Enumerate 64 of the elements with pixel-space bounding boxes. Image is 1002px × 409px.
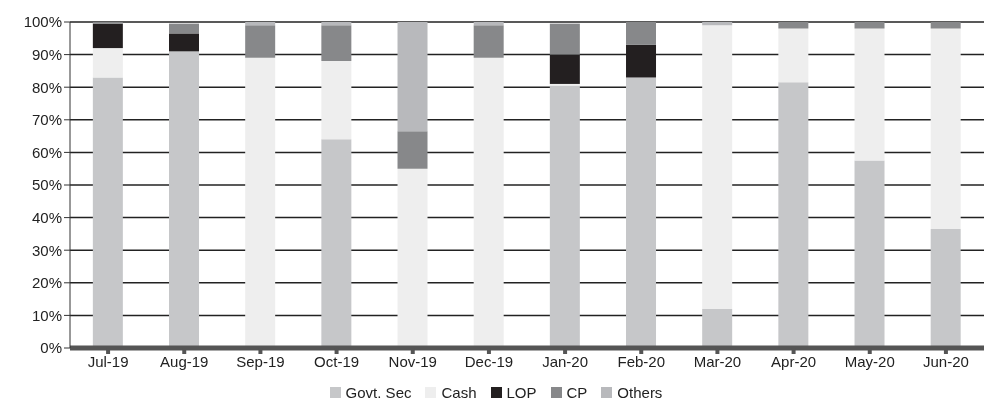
bar — [321, 61, 352, 140]
y-tick-label: 80% — [31, 78, 62, 96]
bar — [702, 25, 733, 309]
x-tick-label: Oct-19 — [314, 352, 360, 370]
bar — [930, 28, 961, 230]
bar — [245, 25, 276, 58]
bar — [778, 22, 809, 29]
bar — [702, 22, 733, 26]
x-tick-label: May-20 — [844, 352, 895, 370]
bar — [473, 57, 504, 348]
y-tick-label: 40% — [31, 208, 62, 226]
bar — [778, 28, 809, 83]
x-tick-label: Jun-20 — [922, 352, 969, 370]
y-tick-label: 10% — [31, 306, 62, 324]
bar — [245, 22, 276, 26]
bar — [549, 54, 580, 84]
x-tick-label: Jul-19 — [87, 352, 129, 370]
legend-label: Cash — [441, 384, 477, 401]
y-tick-label: 0% — [40, 339, 62, 357]
bar — [930, 22, 961, 29]
bar — [930, 229, 961, 348]
legend-label: Others — [617, 384, 663, 401]
x-tick-label: Jan-20 — [542, 352, 589, 370]
y-tick-label: 20% — [31, 274, 62, 292]
bar — [473, 22, 504, 26]
x-tick-label: Feb-20 — [617, 352, 666, 370]
bar — [854, 22, 885, 29]
bar — [549, 85, 580, 348]
x-tick-label: Aug-19 — [160, 352, 209, 370]
bar — [549, 23, 580, 55]
bar — [626, 22, 657, 45]
bar — [321, 139, 352, 348]
x-tick-label: Apr-20 — [771, 352, 817, 370]
bar — [473, 25, 504, 58]
x-tick-label: Sep-19 — [236, 352, 285, 370]
y-tick-label: 100% — [23, 13, 62, 31]
bar — [321, 22, 352, 26]
y-tick-label: 60% — [31, 143, 62, 161]
bar — [626, 77, 657, 348]
legend-label: LOP — [506, 384, 537, 401]
legend-label: Govt. Sec — [345, 384, 412, 401]
bar — [854, 28, 885, 161]
y-tick-label: 30% — [31, 241, 62, 259]
x-tick-label: Dec-19 — [464, 352, 514, 370]
bar — [169, 23, 200, 34]
y-tick-label: 70% — [31, 111, 62, 129]
y-tick-label: 90% — [31, 45, 62, 63]
bar — [245, 57, 276, 348]
bar — [778, 82, 809, 348]
bar — [92, 77, 123, 348]
bar — [854, 160, 885, 348]
x-tick-label: Nov-19 — [388, 352, 437, 370]
bar — [702, 308, 733, 348]
bar — [397, 168, 428, 348]
y-tick-label: 50% — [31, 176, 62, 194]
bar — [169, 51, 200, 348]
bar — [169, 33, 200, 52]
bar — [321, 25, 352, 62]
legend-label: CP — [566, 384, 588, 401]
bar — [397, 131, 428, 169]
bar — [92, 23, 123, 49]
bar — [92, 48, 123, 78]
x-tick-label: Mar-20 — [693, 352, 742, 370]
bar — [397, 22, 428, 132]
